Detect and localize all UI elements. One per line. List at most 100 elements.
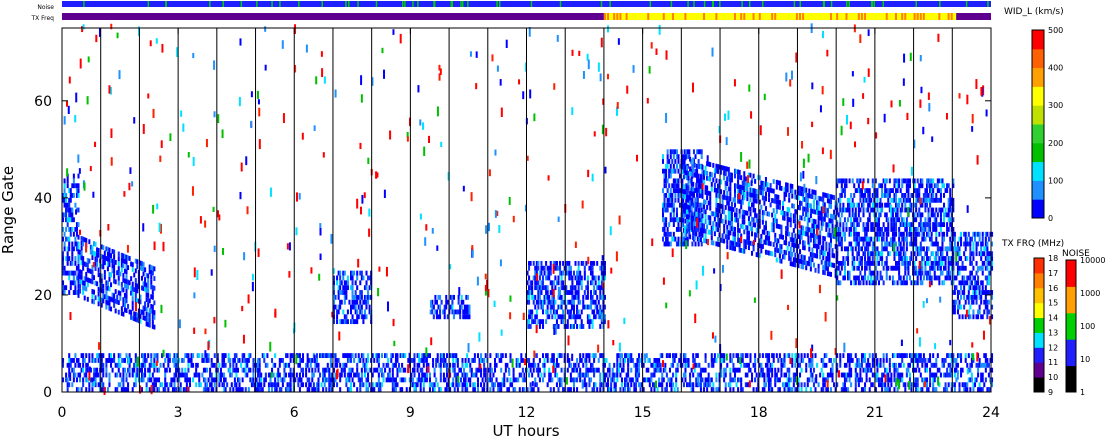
echo-cell	[899, 231, 902, 237]
echo-cell	[768, 187, 771, 193]
echo-cell	[161, 382, 164, 388]
echo-cell	[117, 251, 120, 257]
echo-cell	[769, 183, 772, 188]
echo-cell	[370, 367, 373, 373]
echo-cell	[836, 280, 839, 286]
echo-cell	[91, 274, 94, 280]
echo-cell	[586, 353, 589, 359]
echo-cell	[744, 181, 747, 187]
echo-cell	[831, 214, 834, 220]
echo-cell	[873, 193, 876, 198]
echo-cell	[151, 285, 154, 291]
echo-cell	[943, 280, 946, 286]
echo-cell	[856, 188, 859, 194]
echo-cell	[780, 234, 783, 240]
echo-cell	[837, 280, 840, 286]
echo-cell	[706, 190, 709, 196]
echo-cell	[820, 245, 823, 251]
echo-cell	[489, 353, 492, 359]
echo-cell	[912, 270, 915, 276]
echo-cell	[241, 367, 244, 373]
echo-cell	[233, 382, 236, 388]
echo-cell	[535, 265, 538, 271]
echo-cell	[856, 222, 859, 227]
echo-cell	[703, 208, 706, 214]
echo-cell	[966, 275, 969, 281]
echo-cell	[370, 319, 373, 325]
echo-cell	[709, 196, 712, 201]
echo-cell	[713, 187, 716, 193]
echo-cell	[783, 211, 786, 216]
echo-cell	[365, 285, 368, 291]
echo-cell	[537, 280, 540, 286]
echo-cell	[685, 204, 689, 210]
echo-cell	[63, 202, 66, 208]
echo-cell	[353, 304, 356, 310]
echo-cell	[569, 387, 572, 392]
echo-cell	[895, 217, 898, 223]
echo-cell	[746, 181, 749, 187]
echo-cell	[506, 387, 509, 392]
echo-cell	[715, 202, 718, 208]
noise-strip-mark	[402, 1, 404, 7]
echo-cell	[260, 387, 263, 392]
echo-cell	[732, 231, 735, 237]
echo-cell	[255, 362, 258, 368]
echo-cell	[952, 270, 955, 276]
echo-cell	[591, 319, 594, 325]
echo-cell	[359, 290, 362, 295]
echo-cell	[694, 168, 697, 174]
echo-cell	[758, 252, 761, 258]
echo-cell	[339, 362, 342, 368]
echo-cell	[247, 367, 250, 373]
echo-cell	[969, 246, 972, 252]
echo-cell	[168, 353, 171, 359]
echo-cell	[800, 201, 803, 206]
echo-cell	[817, 224, 820, 230]
echo-cell	[151, 382, 154, 388]
echo-cell	[247, 353, 250, 359]
echo-cell	[463, 314, 466, 320]
echo-cell	[537, 362, 540, 368]
echo-cell	[828, 203, 831, 209]
echo-cell	[898, 178, 901, 184]
echo-cell	[449, 362, 452, 368]
echo-cell	[932, 265, 935, 271]
echo-cell	[749, 240, 752, 246]
echo-cell	[794, 189, 797, 195]
echo-cell	[847, 207, 850, 213]
echo-cell	[195, 372, 198, 378]
echo-cell	[899, 188, 902, 194]
echo-cell	[66, 217, 69, 223]
echo-cell	[733, 168, 737, 174]
echo-cell	[915, 270, 918, 276]
noise-strip-mark	[451, 1, 454, 7]
echo-cell	[896, 207, 899, 213]
tx-freq-variation	[715, 13, 718, 20]
tx-freq-variation	[938, 13, 941, 20]
echo-cell	[916, 197, 919, 203]
echo-cell	[696, 163, 699, 169]
echo-cell	[572, 387, 575, 392]
echo-cell	[117, 353, 120, 359]
echo-cell	[599, 353, 602, 359]
echo-cell	[500, 353, 503, 359]
echo-cell	[975, 251, 978, 257]
echo-cell	[703, 228, 706, 234]
echo-cell	[785, 211, 788, 217]
echo-cell	[125, 283, 128, 289]
echo-cell	[391, 367, 394, 373]
echo-cell	[122, 253, 125, 259]
echo-cell	[538, 324, 541, 329]
echo-cell	[150, 353, 153, 359]
echo-cell	[529, 280, 532, 286]
echo-cell	[96, 367, 99, 373]
echo-cell	[97, 358, 100, 363]
echo-cell	[187, 362, 190, 368]
echo-cell	[469, 377, 472, 383]
echo-cell	[862, 241, 865, 247]
echo-cell	[913, 265, 916, 271]
echo-cell	[145, 358, 148, 363]
echo-cell	[446, 299, 449, 305]
echo-cell	[955, 299, 958, 305]
